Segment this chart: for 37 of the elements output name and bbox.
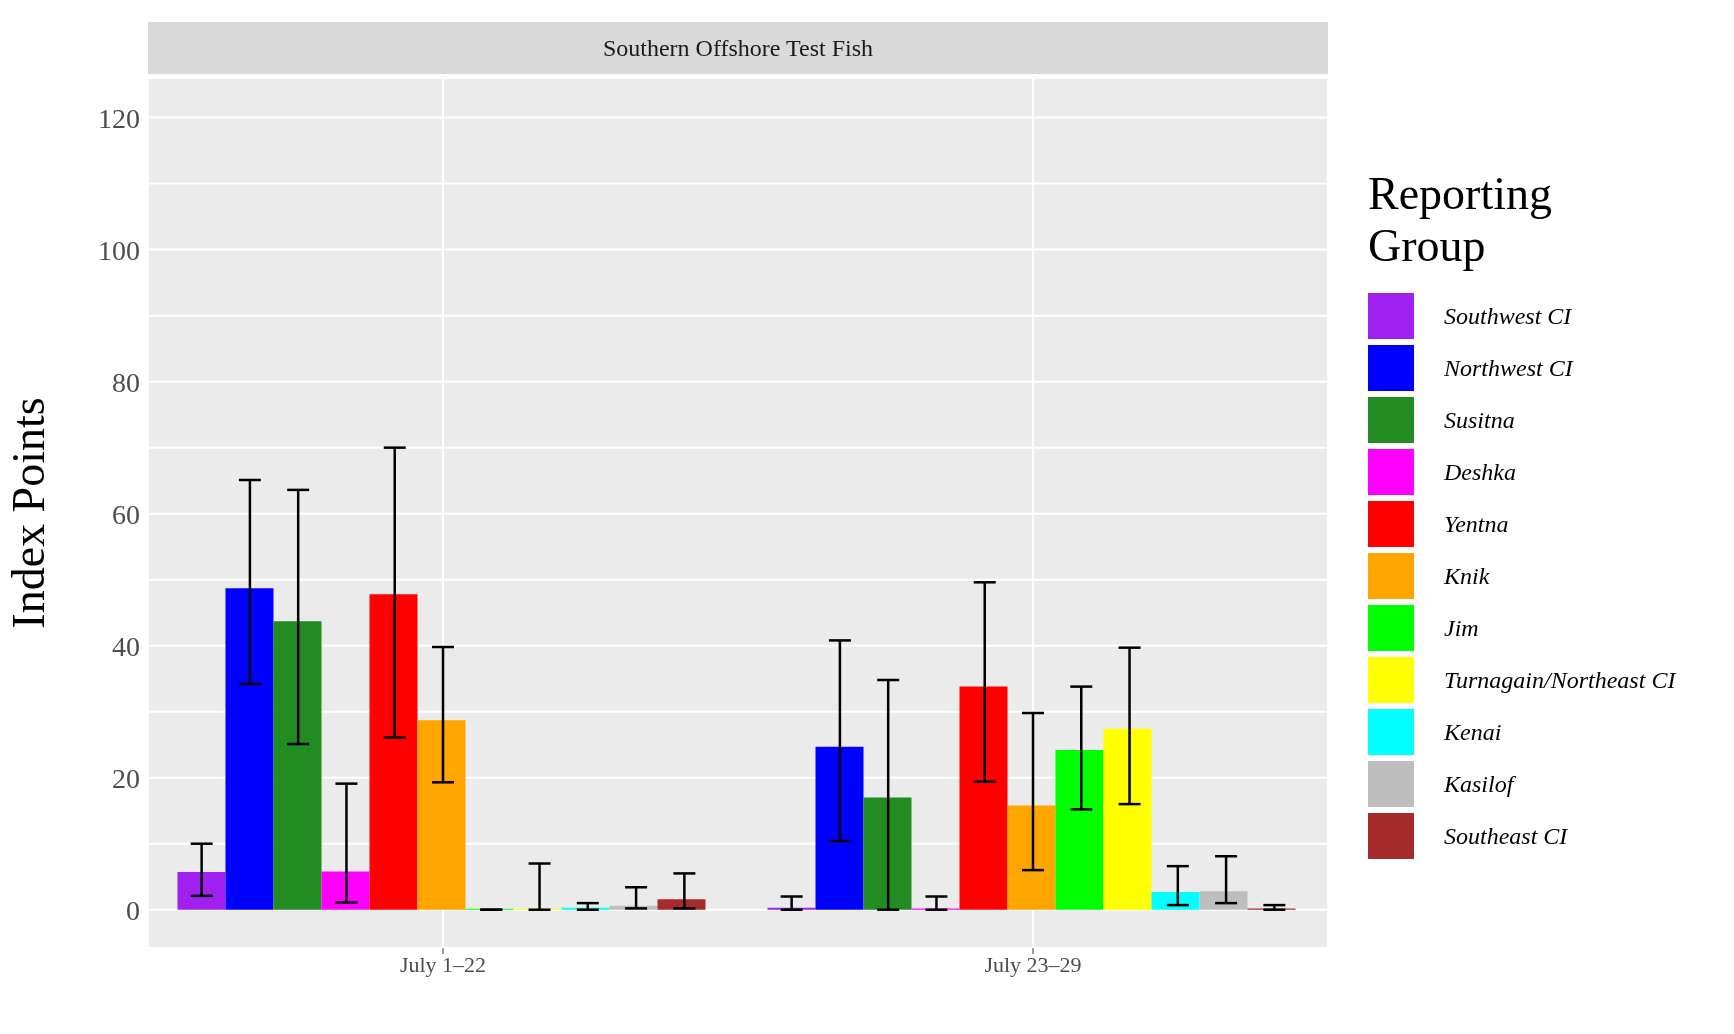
bar [815, 746, 864, 910]
legend-label: Deshka [1444, 458, 1516, 486]
bar [177, 872, 226, 910]
y-tick-label: 120 [98, 102, 140, 134]
bar [863, 797, 912, 910]
y-tick-label: 40 [112, 630, 140, 662]
legend-label: Susitna [1444, 406, 1515, 434]
legend-label: Southwest CI [1444, 302, 1572, 330]
legend-label: Kenai [1444, 718, 1502, 746]
legend-label: Kasilof [1444, 770, 1514, 798]
bar [1151, 891, 1200, 910]
bar [225, 588, 274, 910]
bar [1007, 805, 1056, 910]
bar [1103, 728, 1152, 910]
legend-label: Southeast CI [1444, 822, 1568, 850]
y-tick-label: 80 [112, 366, 140, 398]
legend-title: Reporting Group [1368, 168, 1553, 272]
bar [369, 594, 418, 910]
bar [1055, 749, 1104, 910]
bar [1199, 891, 1248, 910]
bar [321, 871, 370, 910]
y-tick-label: 60 [112, 498, 140, 530]
chart-title: Southern Offshore Test Fish [148, 22, 1328, 74]
legend-label: Knik [1444, 562, 1490, 590]
legend-label: Yentna [1444, 510, 1509, 538]
y-tick-label: 0 [126, 894, 140, 926]
y-tick-label: 20 [112, 762, 140, 794]
x-tick-label: July 23–29 [984, 951, 1082, 977]
x-tick-label: July 1–22 [399, 951, 487, 977]
bar [959, 686, 1008, 910]
bar [273, 621, 322, 910]
y-axis-title: Index Points [3, 397, 55, 629]
y-tick-label: 100 [98, 234, 140, 266]
legend-label: Northwest CI [1444, 354, 1573, 382]
legend-label: Jim [1444, 614, 1479, 642]
legend-label: Turnagain/Northeast CI [1444, 666, 1676, 694]
bar [417, 720, 466, 910]
